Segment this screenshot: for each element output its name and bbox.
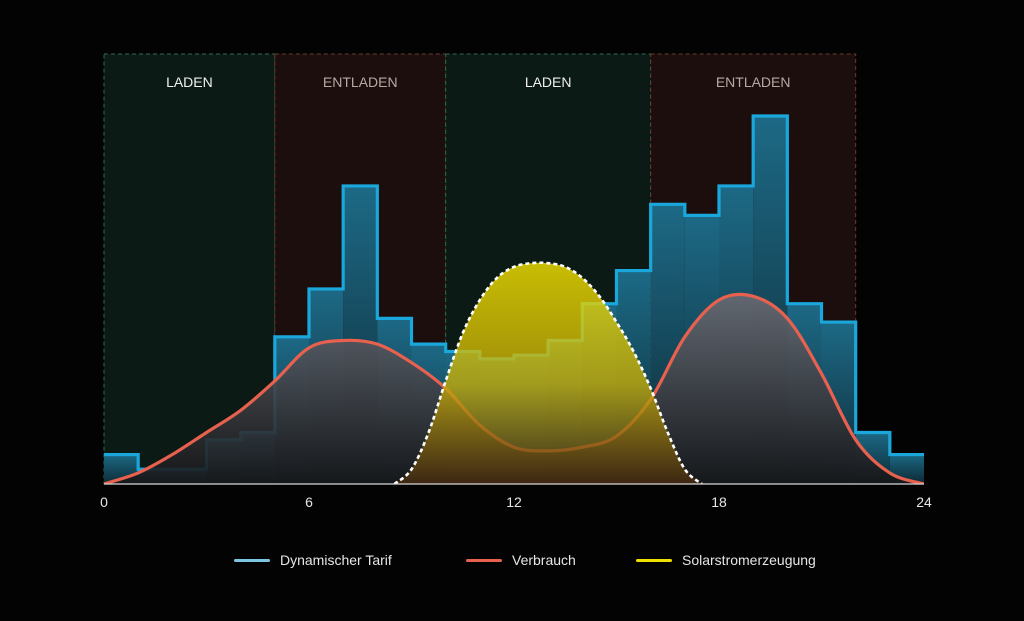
legend-swatch-solar bbox=[636, 558, 672, 562]
legend-item-solar: Solarstromerzeugung bbox=[636, 548, 816, 572]
x-tick-label-3: 18 bbox=[711, 494, 727, 510]
legend-swatch-tarif bbox=[234, 558, 270, 562]
legend-item-tarif: Dynamischer Tarif bbox=[234, 548, 392, 572]
x-tick-label-4: 24 bbox=[916, 494, 932, 510]
x-tick-label-0: 0 bbox=[100, 494, 108, 510]
x-axis: 0 6 12 18 24 bbox=[100, 483, 932, 510]
legend-swatch-verbrauch bbox=[466, 558, 502, 562]
legend: Dynamischer Tarif Verbrauch Solarstromer… bbox=[0, 548, 1024, 572]
zone-label-3: ENTLADEN bbox=[716, 74, 791, 90]
solar-area bbox=[394, 262, 702, 484]
solar-outline bbox=[393, 261, 703, 484]
zone-label-1: ENTLADEN bbox=[323, 74, 398, 90]
legend-label-solar: Solarstromerzeugung bbox=[682, 552, 816, 568]
legend-label-tarif: Dynamischer Tarif bbox=[280, 552, 392, 568]
x-tick-label-2: 12 bbox=[506, 494, 522, 510]
zone-label-2: LADEN bbox=[525, 74, 572, 90]
verbrauch-area bbox=[104, 294, 924, 484]
solar-layer bbox=[393, 261, 703, 484]
legend-item-verbrauch: Verbrauch bbox=[466, 548, 576, 572]
x-tick-label-1: 6 bbox=[305, 494, 313, 510]
legend-label-verbrauch: Verbrauch bbox=[512, 552, 576, 568]
zone-label-0: LADEN bbox=[166, 74, 213, 90]
